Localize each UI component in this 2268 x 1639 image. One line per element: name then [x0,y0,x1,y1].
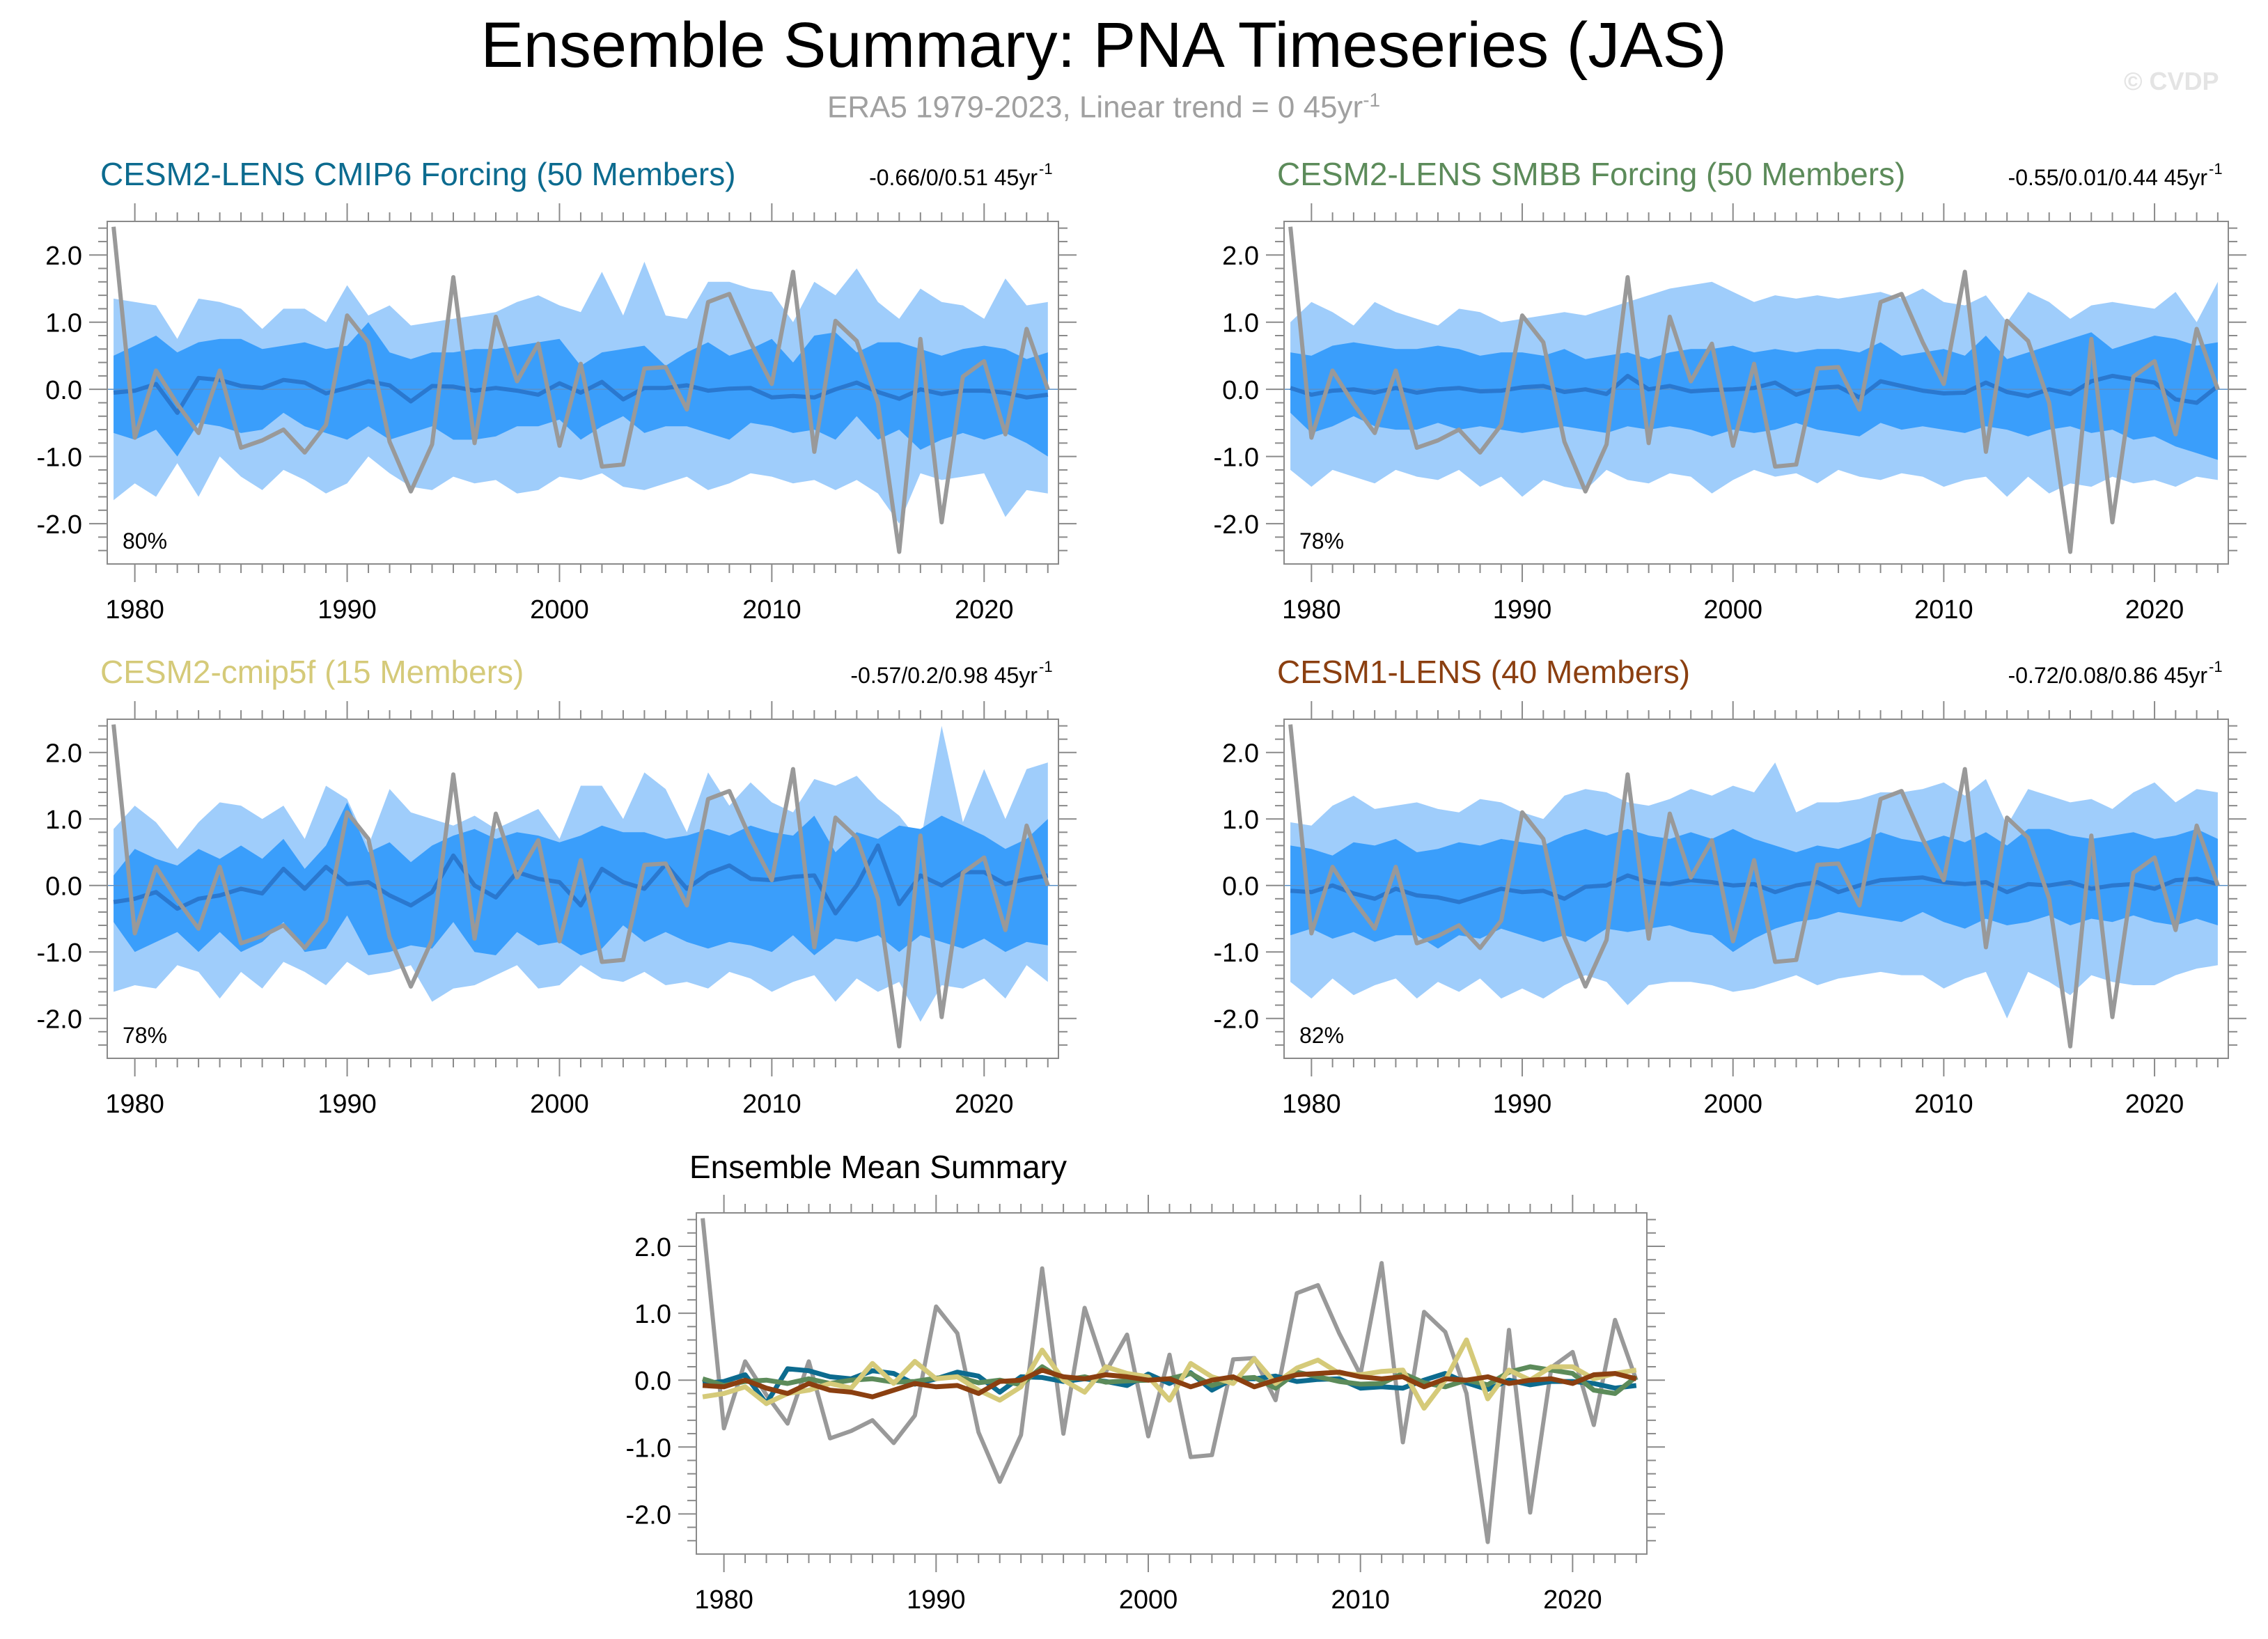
cvdp-watermark: © CVDP [2124,67,2219,95]
plot-frame [1283,719,2229,1059]
ensemble-mean-line [113,843,1049,916]
y-tick-label: -2.0 [1214,1005,1259,1035]
inner-spread-band [1290,829,2218,952]
y-tick-label: 1.0 [1222,309,1259,338]
subtitle-text: ERA5 1979-2023, Linear trend = 0 45yr [827,90,1363,125]
y-tick-label: 1.0 [634,1300,671,1329]
y-tick-label: 1.0 [45,309,82,338]
plot-frame [696,1212,1648,1555]
series-line-cesm2-lens-cmip6-forcing [702,1366,1637,1406]
y-tick-label: -2.0 [37,510,82,540]
x-tick-label: 1990 [1493,1090,1552,1119]
x-tick-label: 1990 [1493,595,1552,625]
y-tick-label: 1.0 [45,806,82,835]
percent-label: 78% [1299,528,1344,554]
x-tick-label: 2000 [530,595,589,625]
observed-era5-line [111,724,1050,1049]
panel-title: CESM2-LENS CMIP6 Forcing (50 Members) [100,156,736,192]
trend-exponent: -1 [1039,160,1053,178]
panel-cesm1-lens: -2.0 -1.0 0.0 1.0 2.0 1980 1990 2000 2010 2020 CES… [1214,654,2246,1119]
x-tick-label: 2010 [742,1090,801,1119]
x-tick-label: 2020 [955,1090,1014,1119]
x-tick-label: 1990 [318,1090,377,1119]
panel-title: CESM2-LENS SMBB Forcing (50 Members) [1277,156,1905,192]
plot-frame [107,221,1059,565]
ensemble-mean-line [113,375,1049,415]
y-tick-label: -2.0 [1214,510,1259,540]
plot-frame [107,719,1059,1059]
y-tick-label: 0.0 [45,376,82,405]
y-tick-label: 2.0 [1222,739,1259,769]
panel-title: Ensemble Mean Summary [689,1149,1067,1185]
x-tick-label: 1980 [1282,595,1341,625]
x-tick-label: 2020 [955,595,1014,625]
y-tick-label: -1.0 [1214,444,1259,473]
x-tick-label: 1980 [694,1585,753,1615]
subtitle-exponent: -1 [1363,89,1381,111]
x-tick-label: 2010 [1914,1090,1973,1119]
series-line-cesm1-lens [702,1367,1637,1399]
y-tick-label: 2.0 [45,242,82,271]
x-tick-label: 1980 [1282,1090,1341,1119]
x-tick-label: 2020 [2125,1090,2184,1119]
observed-era5-line [1288,724,2220,1049]
ensemble-mean-line [1290,873,2219,904]
y-tick-label: -2.0 [626,1500,671,1530]
y-tick-label: 0.0 [1222,872,1259,902]
trend-label: -0.55/0.01/0.44 45yr [2008,165,2208,190]
trend-label: -0.72/0.08/0.86 45yr [2008,663,2208,688]
figure-title: Ensemble Summary: PNA Timeseries (JAS) [480,10,1727,81]
panel-cesm2-lens-cmip6: -2.0 -1.0 0.0 1.0 2.0 1980 1990 2000 2010 2020 CES… [37,156,1077,625]
panel-title: CESM2-cmip5f (15 Members) [100,654,524,690]
panel-title: CESM1-LENS (40 Members) [1277,654,1690,690]
x-tick-label: 2010 [1331,1585,1390,1615]
panel-cesm2-cmip5f: -2.0 -1.0 0.0 1.0 2.0 1980 1990 2000 2010 2020 CES… [37,654,1077,1119]
x-tick-label: 2020 [1543,1585,1602,1615]
panel-ensemble-mean-summary: -2.0 -1.0 0.0 1.0 2.0 1980 1990 2000 2010 2020 Ens… [626,1149,1665,1615]
inner-spread-band [114,802,1048,955]
y-tick-label: 2.0 [45,739,82,769]
y-tick-label: -1.0 [626,1434,671,1463]
y-tick-label: -1.0 [1214,939,1259,968]
x-tick-label: 2010 [742,595,801,625]
panel-cesm2-lens-smbb: -2.0 -1.0 0.0 1.0 2.0 1980 1990 2000 2010 2020 CES… [1214,156,2246,625]
x-tick-label: 2000 [530,1090,589,1119]
series-line-cesm2-cmip5f [702,1338,1637,1411]
y-tick-label: -2.0 [37,1005,82,1035]
series-line-era5 [701,1218,1639,1544]
x-tick-label: 1990 [907,1585,966,1615]
percent-label: 78% [123,1023,167,1048]
trend-exponent: -1 [2209,658,2223,675]
x-tick-label: 2010 [1914,595,1973,625]
figure-subtitle: ERA5 1979-2023, Linear trend = 0 45yr-1 [0,89,2207,125]
y-tick-label: -1.0 [37,444,82,473]
y-tick-label: 0.0 [45,872,82,902]
x-tick-label: 1980 [105,595,164,625]
y-tick-label: -1.0 [37,939,82,968]
plot-frame [1283,221,2229,565]
x-tick-label: 1990 [318,595,377,625]
observed-era5-line [1288,226,2220,554]
inner-spread-band [1290,332,2218,460]
trend-exponent: -1 [1039,658,1053,675]
ensemble-mean-line [1290,373,2219,405]
percent-label: 80% [123,528,167,554]
y-tick-label: 0.0 [1222,376,1259,405]
x-tick-label: 2000 [1703,595,1762,625]
trend-exponent: -1 [2209,160,2223,178]
x-tick-label: 1980 [105,1090,164,1119]
x-tick-label: 2000 [1703,1090,1762,1119]
observed-era5-line [111,226,1050,554]
y-tick-label: 1.0 [1222,806,1259,835]
trend-label: -0.66/0/0.51 45yr [869,165,1038,190]
y-tick-label: 2.0 [634,1233,671,1262]
x-tick-label: 2000 [1119,1585,1178,1615]
trend-label: -0.57/0.2/0.98 45yr [850,663,1038,688]
percent-label: 82% [1299,1023,1344,1048]
y-tick-label: 2.0 [1222,242,1259,271]
x-tick-label: 2020 [2125,595,2184,625]
y-tick-label: 0.0 [634,1367,671,1396]
